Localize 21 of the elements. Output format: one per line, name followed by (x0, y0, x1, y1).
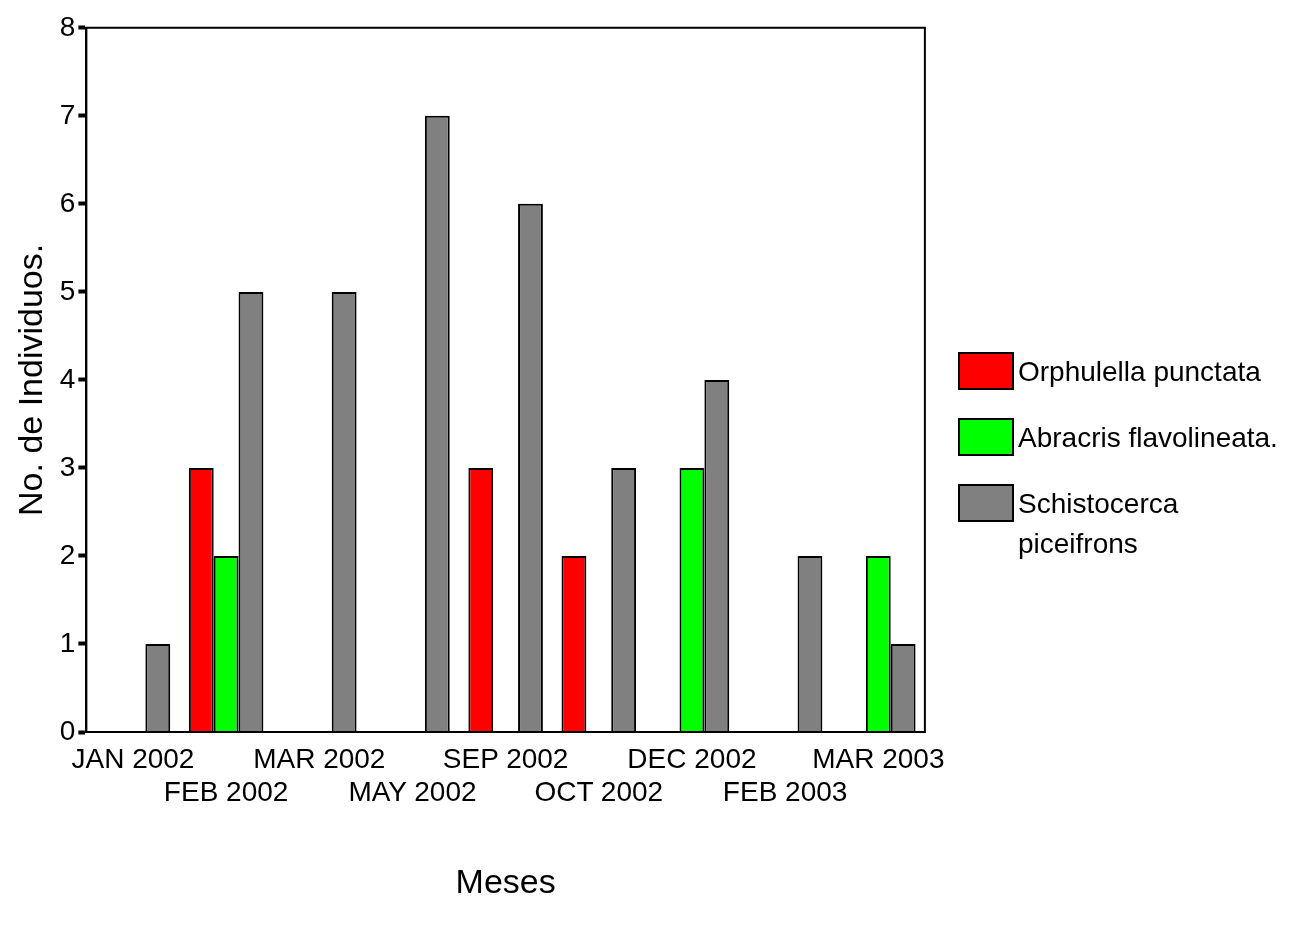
legend-label: Abracris flavolineata. (1018, 421, 1278, 455)
x-tick-label: FEB 2002 (163, 776, 289, 808)
y-tick-label: 3 (59, 450, 76, 482)
x-tick-label: FEB 2003 (722, 776, 848, 808)
x-tick-label: MAR 2002 (253, 742, 386, 774)
y-tick-label: 7 (59, 98, 76, 130)
y-tick-label: 8 (59, 10, 76, 42)
x-tick-label: OCT 2002 (534, 776, 664, 808)
legend-label: Orphulella punctata (1018, 355, 1261, 389)
legend-label: Schistocerca piceifrons (1018, 487, 1180, 561)
y-tick-label: 2 (59, 538, 76, 570)
y-tick-label: 1 (59, 626, 76, 658)
y-tick-label: 5 (59, 274, 76, 306)
x-tick-label: MAR 2003 (812, 742, 945, 774)
x-axis-title: Meses (455, 861, 556, 900)
y-tick-label: 4 (59, 362, 76, 394)
x-tick-label: SEP 2002 (442, 742, 569, 774)
y-tick-label: 6 (59, 186, 76, 218)
y-axis-title: No. de Individuos. (10, 243, 49, 516)
x-tick-label: DEC 2002 (627, 742, 757, 774)
x-tick-label: MAY 2002 (348, 776, 477, 808)
